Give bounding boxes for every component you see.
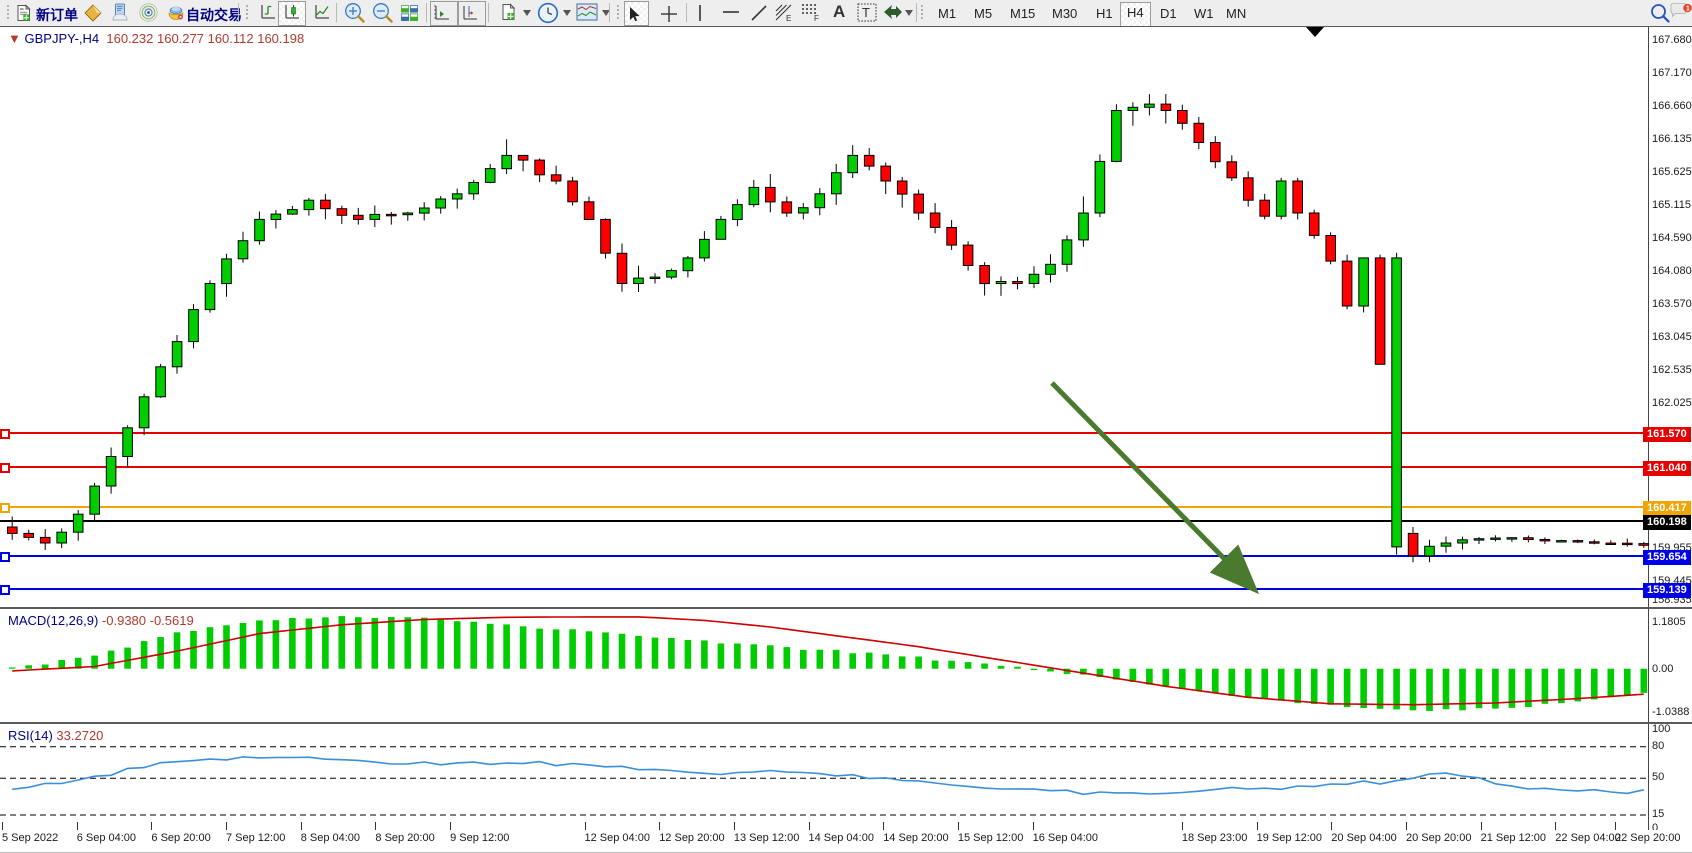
svg-text:T: T — [862, 5, 870, 20]
svg-text:1: 1 — [1686, 3, 1690, 12]
svg-text:F: F — [814, 14, 819, 22]
svg-text:E: E — [786, 14, 791, 22]
